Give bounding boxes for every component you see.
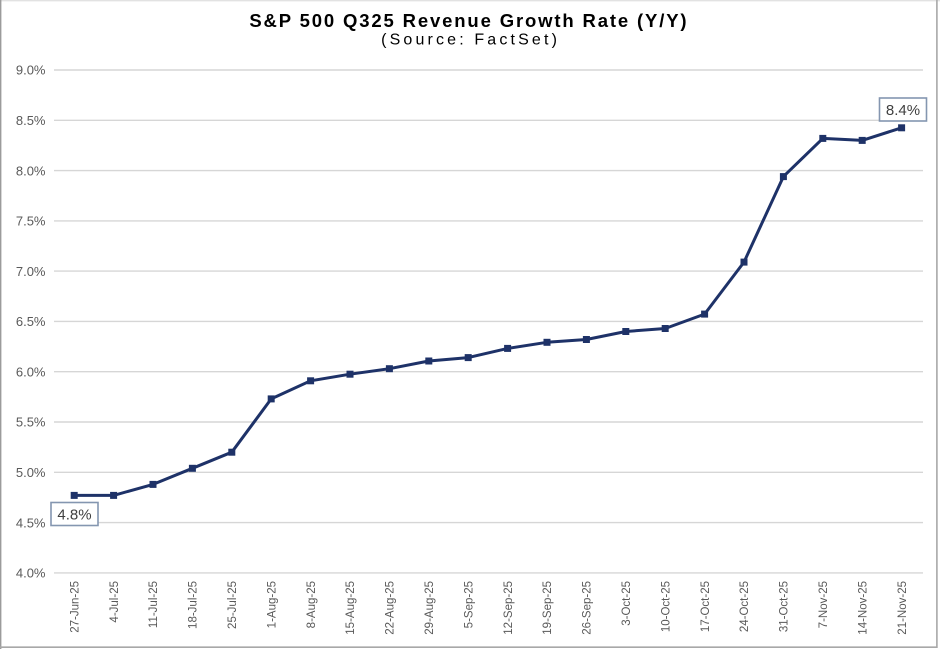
svg-text:8.4%: 8.4% (886, 102, 920, 119)
svg-text:24-Oct-25: 24-Oct-25 (739, 581, 751, 632)
svg-text:18-Jul-25: 18-Jul-25 (188, 581, 200, 629)
svg-text:29-Aug-25: 29-Aug-25 (424, 581, 436, 635)
svg-text:17-Oct-25: 17-Oct-25 (700, 581, 712, 632)
svg-text:22-Aug-25: 22-Aug-25 (385, 581, 397, 635)
svg-text:7.0%: 7.0% (16, 264, 46, 279)
svg-text:3-Oct-25: 3-Oct-25 (621, 581, 633, 626)
svg-text:1-Aug-25: 1-Aug-25 (266, 581, 278, 628)
svg-text:5-Sep-25: 5-Sep-25 (463, 581, 475, 628)
svg-text:15-Aug-25: 15-Aug-25 (345, 581, 357, 635)
svg-text:9.0%: 9.0% (16, 63, 46, 78)
svg-text:12-Sep-25: 12-Sep-25 (503, 581, 515, 635)
svg-text:S&P 500 Q325 Revenue Growth Ra: S&P 500 Q325 Revenue Growth Rate (Y/Y) (249, 10, 688, 31)
svg-text:4-Jul-25: 4-Jul-25 (109, 581, 121, 623)
svg-text:11-Jul-25: 11-Jul-25 (148, 581, 160, 628)
svg-text:19-Sep-25: 19-Sep-25 (542, 581, 554, 635)
svg-text:6.5%: 6.5% (16, 314, 46, 329)
svg-text:4.8%: 4.8% (57, 507, 91, 524)
svg-text:4.5%: 4.5% (16, 515, 46, 530)
svg-text:21-Nov-25: 21-Nov-25 (897, 581, 909, 635)
svg-text:6.0%: 6.0% (16, 364, 46, 379)
svg-text:5.0%: 5.0% (16, 465, 46, 480)
svg-text:4.0%: 4.0% (16, 566, 46, 581)
svg-text:7-Nov-25: 7-Nov-25 (818, 581, 830, 628)
svg-text:26-Sep-25: 26-Sep-25 (582, 581, 594, 635)
svg-text:25-Jul-25: 25-Jul-25 (227, 581, 239, 629)
svg-text:27-Jun-25: 27-Jun-25 (69, 581, 81, 633)
svg-text:14-Nov-25: 14-Nov-25 (857, 581, 869, 635)
svg-text:31-Oct-25: 31-Oct-25 (779, 581, 791, 632)
svg-text:5.5%: 5.5% (16, 415, 46, 430)
svg-text:(Source: FactSet): (Source: FactSet) (381, 32, 560, 49)
svg-text:8.5%: 8.5% (16, 113, 46, 128)
svg-text:10-Oct-25: 10-Oct-25 (660, 581, 672, 632)
svg-text:8-Aug-25: 8-Aug-25 (306, 581, 318, 628)
svg-text:8.0%: 8.0% (16, 163, 46, 178)
svg-text:7.5%: 7.5% (16, 214, 46, 229)
